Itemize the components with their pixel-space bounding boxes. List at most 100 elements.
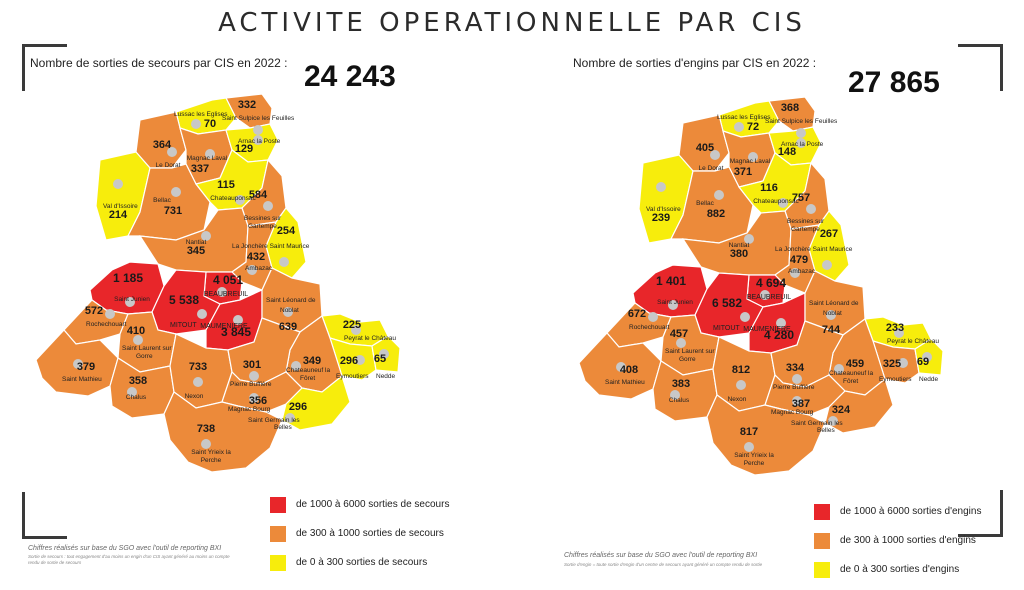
right-footnote-small: Sortie d'engin = toute sortie d'engin d'…: [564, 562, 763, 567]
station-dot: [249, 393, 259, 403]
station-value: 345: [187, 245, 205, 257]
station-dot: [279, 257, 289, 267]
place-name: Ambazac: [788, 268, 816, 275]
station-dot: [191, 119, 201, 129]
place-name: Bessines sur: [787, 218, 825, 225]
place-name: Le Dorat: [156, 162, 181, 169]
station-dot: [828, 416, 838, 426]
station-dot: [806, 204, 816, 214]
station-dot: [285, 413, 295, 423]
station-dot: [616, 362, 626, 372]
place-name: Saint Junien: [657, 299, 693, 306]
station-value: 72: [747, 121, 759, 133]
station-value: 337: [191, 163, 209, 175]
place-name: Saint Sulpice les Feuilles: [222, 115, 295, 122]
station-value: 296: [289, 401, 307, 413]
station-dot: [249, 371, 259, 381]
station-value: 334: [786, 362, 805, 374]
left-heading: Nombre de sorties de secours par CIS en …: [30, 56, 288, 70]
place-name: Peyrat le Château: [887, 338, 939, 345]
place-name: MAUMENIERE: [200, 323, 248, 330]
place-name: Nantiat: [186, 239, 207, 246]
station-dot: [744, 442, 754, 452]
place-name: Chalus: [669, 397, 690, 404]
station-dot: [656, 182, 666, 192]
place-name: Magnac Laval: [187, 155, 228, 162]
legend-swatch-orange: [270, 525, 286, 542]
station-value: 1 401: [656, 274, 686, 288]
station-value: 324: [832, 404, 851, 416]
left-map: Saint Sulpice les Feuilles 332 Lussac les …: [35, 93, 401, 473]
left-footnote: Chiffres réalisés sur base du SGO avec l…: [28, 545, 222, 552]
right-heading: Nombre de sorties d'engins par CIS en 20…: [573, 56, 817, 70]
place-name: Fôret: [843, 378, 858, 385]
place-name: Saint Yrieix la: [734, 452, 774, 459]
place-name: Pierre Buffière: [773, 384, 815, 391]
right-total: 27 865: [848, 66, 940, 99]
place-name: Chateauneuf la: [829, 370, 873, 377]
place-name: Chateauneuf la: [286, 367, 330, 374]
place-name: Chateauponsac: [753, 198, 799, 205]
legend-label: de 1000 à 6000 sorties d'engins: [840, 506, 982, 517]
station-value: 349: [303, 355, 321, 367]
station-dot: [796, 128, 806, 138]
place-name: Gorre: [679, 356, 696, 363]
station-value: 358: [129, 375, 147, 387]
place-name: Magnac Laval: [730, 158, 771, 165]
place-name: Rochechouart: [86, 321, 127, 328]
place-name: Bellac: [696, 200, 714, 207]
place-name: Saint Laurent sur: [122, 345, 172, 352]
station-dot: [253, 135, 263, 145]
place-name: BEAUBREUIL: [747, 294, 791, 301]
station-dot: [826, 310, 836, 320]
station-dot: [171, 187, 181, 197]
left-legend: de 1000 à 6000 sorties de secours de 300…: [270, 496, 449, 583]
place-name: La Jonchère Saint Maurice: [775, 246, 853, 253]
station-value: 115: [217, 179, 235, 191]
station-dot: [355, 355, 365, 365]
station-dot: [125, 297, 135, 307]
station-value: 731: [164, 205, 182, 217]
station-value: 4 694: [756, 276, 786, 290]
station-dot: [113, 179, 123, 189]
legend-swatch-orange: [814, 532, 830, 549]
legend-label: de 0 à 300 sorties d'engins: [840, 564, 960, 575]
place-name: Bellac: [153, 197, 171, 204]
place-name: Eymoutiers: [336, 373, 369, 380]
place-name: Fôret: [300, 375, 315, 382]
station-value: 408: [620, 364, 638, 376]
place-name: Nexon: [185, 393, 204, 400]
station-dot: [894, 328, 904, 338]
station-dot: [760, 290, 770, 300]
place-name: Saint Junien: [114, 296, 150, 303]
station-value: 584: [249, 189, 268, 201]
station-value: 148: [778, 146, 796, 158]
place-name: MITOUT: [170, 322, 197, 329]
station-dot: [379, 349, 389, 359]
station-value: 817: [740, 426, 758, 438]
station-value: 812: [732, 364, 750, 376]
place-name: Chalus: [126, 394, 147, 401]
station-dot: [217, 287, 227, 297]
place-name: Nantiat: [729, 242, 750, 249]
station-value: 233: [886, 322, 904, 334]
station-dot: [167, 147, 177, 157]
place-name: Saint Germain les: [791, 420, 843, 427]
station-value: 70: [204, 118, 216, 130]
station-dot: [676, 338, 686, 348]
station-value: 744: [822, 324, 841, 336]
legend-item: de 300 à 1000 sorties d'engins: [814, 532, 981, 549]
station-value: 379: [77, 361, 95, 373]
station-dot: [291, 361, 301, 371]
station-value: 296: [340, 355, 358, 367]
place-name: Bessines sur: [244, 215, 282, 222]
station-dot: [253, 125, 263, 135]
legend-label: de 300 à 1000 sorties d'engins: [840, 535, 976, 546]
place-name: Le Dorat: [699, 165, 724, 172]
station-value: 383: [672, 378, 690, 390]
place-name: Lussac les Eglises: [717, 114, 771, 121]
station-value: 882: [707, 208, 725, 220]
station-value: 4 280: [764, 328, 794, 342]
station-dot: [193, 377, 203, 387]
place-name: Saint Mathieu: [605, 379, 645, 386]
